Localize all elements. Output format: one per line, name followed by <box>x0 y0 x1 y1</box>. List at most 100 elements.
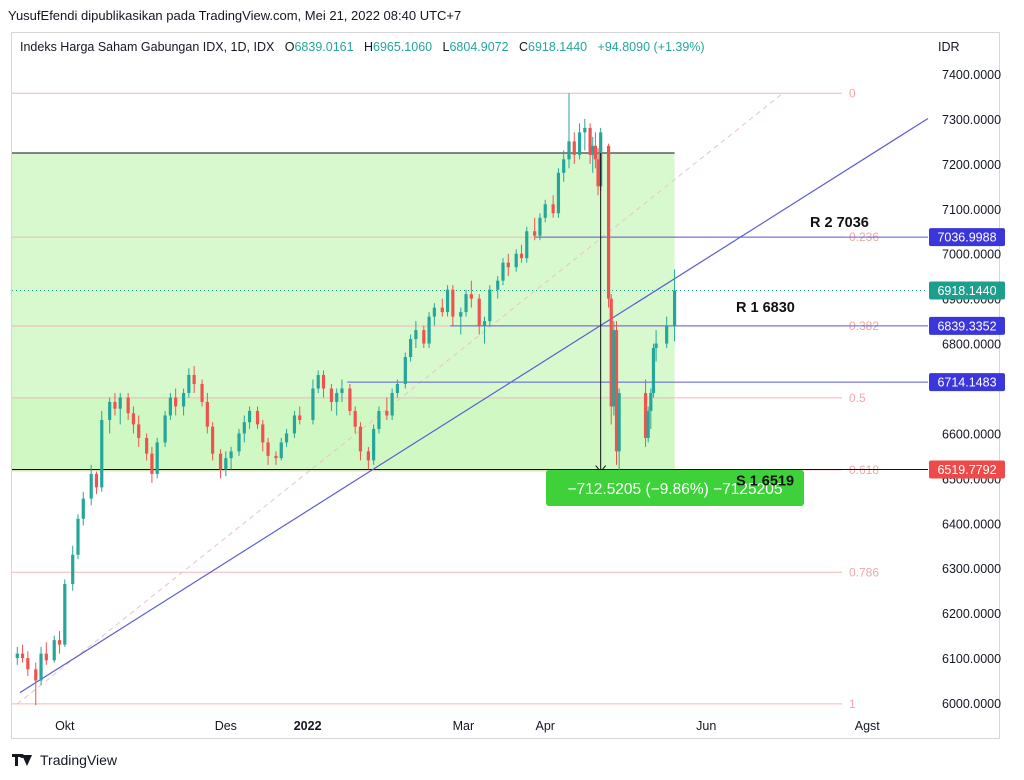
candle-body-56 <box>366 451 370 461</box>
change-value: +94.8090 (+1.39%) <box>597 40 705 54</box>
candle-body-96 <box>596 159 600 187</box>
candle-body-33 <box>218 453 223 470</box>
symbol-name: Indeks Harga Saham Gabungan IDX, 1D, IDX <box>20 40 275 54</box>
candle-body-107 <box>654 343 658 349</box>
symbol-info: Indeks Harga Saham Gabungan IDX, 1D, IDX… <box>20 40 705 54</box>
candle-body-12 <box>89 473 93 499</box>
candle-body-39 <box>255 410 260 425</box>
candle-body-67 <box>432 307 436 317</box>
r2-label: R 2 7036 <box>810 215 869 231</box>
candle-body-28 <box>187 375 191 393</box>
candle-body-81 <box>519 253 524 259</box>
close-label: C <box>519 40 529 54</box>
candle-body-3 <box>34 669 38 681</box>
candle-body-77 <box>496 280 500 290</box>
candle-body-108 <box>665 326 669 344</box>
axis-layer: 6000.0000 6100.0000 6200.0000 6300.0000 6400… <box>55 68 1005 733</box>
candle-body-32 <box>211 426 215 454</box>
candle-body-37 <box>242 422 246 434</box>
price-label-6519.7792: 6519.7792 <box>937 463 996 477</box>
candle-body-1 <box>20 653 25 659</box>
x-tick-Apr: Apr <box>536 719 555 733</box>
candle-body-47 <box>311 388 315 420</box>
candle-body-88 <box>562 159 566 173</box>
annotations-layer: −712.5205 (−9.86%) −7125205 R 2 7036 R 1 6… <box>546 153 869 506</box>
candle-body-25 <box>168 397 172 416</box>
candle-body-54 <box>353 410 357 427</box>
y-tick-7200: 7200.0000 <box>942 158 1001 172</box>
candle-body-82 <box>525 231 529 259</box>
candle-body-69 <box>445 289 450 313</box>
price-label-box-6714.1483 <box>929 373 1005 392</box>
candle-body-18 <box>126 397 130 414</box>
candle-body-58 <box>377 410 381 429</box>
y-tick-6600: 6600.0000 <box>942 427 1001 441</box>
candle-body-30 <box>200 384 204 402</box>
tradingview-footer[interactable]: TradingView <box>12 752 117 768</box>
x-tick-Des: Des <box>215 719 237 733</box>
measure-text: −712.5205 (−9.86%) −7125205 <box>567 481 782 498</box>
candle-body-48 <box>316 375 320 389</box>
candle-body-78 <box>501 262 505 281</box>
y-tick-7300: 7300.0000 <box>942 113 1001 127</box>
candle-body-40 <box>261 424 265 443</box>
tradingview-logo-icon <box>12 753 34 767</box>
candle-body-90 <box>572 141 576 155</box>
open-value: 6839.0161 <box>294 40 354 54</box>
candle-body-26 <box>174 397 178 407</box>
candle-body-53 <box>348 388 352 411</box>
candle-body-85 <box>543 204 547 218</box>
candle-body-94 <box>591 145 595 155</box>
price-label-6714.1483: 6714.1483 <box>937 376 996 390</box>
price-label-6839.3352: 6839.3352 <box>937 319 996 333</box>
price-label-box-7036.9988 <box>929 228 1005 247</box>
candle-body-91 <box>577 132 582 155</box>
candle-body-10 <box>76 518 80 555</box>
y-tick-6800: 6800.0000 <box>942 338 1001 352</box>
candle-body-68 <box>440 307 444 313</box>
candle-body-76 <box>488 289 492 322</box>
y-tick-6300: 6300.0000 <box>942 562 1001 576</box>
candle-body-79 <box>506 262 510 268</box>
y-tick-6000: 6000.0000 <box>942 697 1001 711</box>
high-label: H <box>363 40 374 54</box>
fib-diagonal <box>16 92 784 705</box>
x-tick-Mar: Mar <box>453 719 475 733</box>
candle-body-29 <box>192 375 196 384</box>
candle-body-92 <box>583 127 587 133</box>
candle-body-9 <box>71 554 75 584</box>
candle-body-86 <box>551 204 555 214</box>
candle-body-73 <box>469 294 473 299</box>
candle-body-0 <box>15 653 19 659</box>
publisher-line: YusufEfendi dipublikasikan pada TradingV… <box>8 8 462 23</box>
candle-body-14 <box>100 419 104 488</box>
candle-body-2 <box>26 658 30 670</box>
candle-body-52 <box>340 388 344 393</box>
y-tick-6200: 6200.0000 <box>942 607 1001 621</box>
candle-body-23 <box>155 442 159 474</box>
candle-body-50 <box>329 388 334 402</box>
candle-body-20 <box>137 424 141 438</box>
r1-label: R 1 6830 <box>736 300 795 316</box>
candle-body-51 <box>335 392 339 402</box>
open-label: O <box>284 40 295 54</box>
x-tick-Agst: Agst <box>855 719 881 733</box>
candle-body-89 <box>567 141 571 160</box>
fib-label-1: 1 <box>849 697 856 711</box>
candle-body-66 <box>427 316 431 344</box>
candles-layer <box>15 93 677 706</box>
candle-body-49 <box>321 375 326 389</box>
candle-body-104 <box>646 410 650 438</box>
candle-body-22 <box>150 453 154 474</box>
footer-brand: TradingView <box>40 752 118 768</box>
candle-body-106 <box>651 348 656 393</box>
price-label-6918.1440: 6918.1440 <box>937 284 996 298</box>
candle-body-34 <box>224 458 228 470</box>
candle-body-19 <box>131 413 136 425</box>
candle-body-63 <box>409 339 413 358</box>
y-tick-7400: 7400.0000 <box>942 68 1001 82</box>
candle-body-41 <box>266 442 270 456</box>
candle-body-87 <box>556 172 561 214</box>
candle-body-27 <box>181 392 186 407</box>
